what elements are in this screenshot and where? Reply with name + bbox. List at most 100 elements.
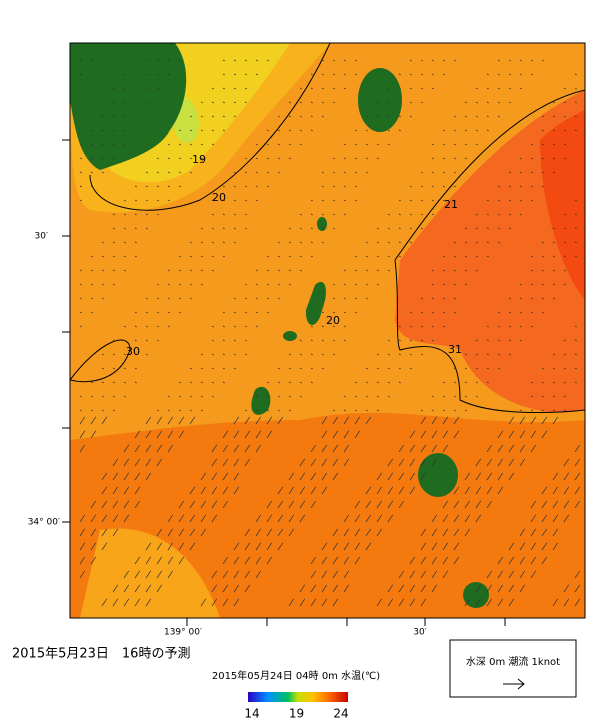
current-arrow: [255, 416, 262, 425]
current-arrow: [321, 297, 324, 300]
current-arrow: [101, 171, 104, 174]
current-arrow: [530, 311, 533, 314]
current-arrow: [101, 409, 104, 412]
current-arrow: [574, 101, 577, 104]
current-arrow: [431, 556, 438, 565]
current-arrow: [90, 129, 93, 132]
current-arrow: [255, 542, 262, 551]
current-arrow: [299, 129, 302, 132]
current-arrow: [200, 157, 203, 160]
current-arrow: [101, 353, 104, 356]
current-arrow: [277, 486, 284, 495]
current-arrow: [79, 395, 82, 398]
current-arrow: [541, 486, 548, 495]
current-arrow: [497, 101, 500, 104]
current-arrow: [222, 185, 225, 188]
current-arrow: [266, 542, 273, 551]
current-arrow: [178, 311, 181, 314]
current-arrow: [321, 73, 324, 76]
current-arrow: [365, 283, 368, 286]
current-arrow: [321, 584, 328, 593]
current-arrow: [409, 458, 416, 467]
current-arrow: [134, 500, 141, 509]
current-arrow: [178, 528, 185, 537]
current-arrow: [431, 528, 438, 537]
current-arrow: [310, 255, 313, 258]
current-arrow: [156, 59, 159, 62]
current-arrow: [101, 157, 104, 160]
current-arrow: [178, 514, 185, 523]
current-arrow: [244, 542, 251, 551]
current-arrow: [255, 444, 262, 453]
current-arrow: [453, 185, 456, 188]
current-arrow: [508, 570, 515, 579]
current-arrow: [255, 59, 258, 62]
current-arrow: [145, 598, 152, 607]
current-arrow: [233, 416, 240, 425]
current-arrow: [431, 542, 438, 551]
current-arrow: [321, 444, 328, 453]
current-arrow: [321, 115, 324, 118]
current-arrow: [90, 500, 97, 509]
current-arrow: [167, 528, 174, 537]
current-arrow: [288, 528, 295, 537]
current-arrow: [398, 241, 401, 244]
current-arrow: [409, 598, 416, 607]
current-arrow: [79, 283, 82, 286]
current-arrow: [255, 73, 258, 76]
current-arrow: [101, 241, 104, 244]
current-arrow: [244, 430, 251, 439]
current-arrow: [508, 171, 511, 174]
current-arrow: [321, 598, 328, 607]
current-arrow: [244, 528, 251, 537]
current-arrow: [189, 269, 192, 272]
current-arrow: [552, 297, 555, 300]
current-arrow: [266, 255, 269, 258]
current-arrow: [222, 199, 225, 202]
current-arrow: [332, 472, 339, 481]
current-arrow: [288, 129, 291, 132]
current-arrow: [453, 59, 456, 62]
current-arrow: [310, 584, 317, 593]
current-arrow: [497, 444, 504, 453]
current-arrow: [321, 570, 328, 579]
current-arrow: [464, 367, 467, 370]
current-arrow: [233, 325, 236, 328]
current-arrow: [211, 472, 218, 481]
current-arrow: [552, 500, 559, 509]
current-arrow: [519, 157, 522, 160]
current-arrow: [266, 416, 273, 425]
current-arrow: [431, 395, 434, 398]
current-arrow: [233, 458, 240, 467]
current-arrow: [409, 199, 412, 202]
current-arrow: [233, 241, 236, 244]
current-arrow: [200, 500, 207, 509]
current-arrow: [255, 297, 258, 300]
current-arrow: [123, 143, 126, 146]
current-arrow: [486, 500, 493, 509]
current-arrow: [332, 416, 339, 425]
current-arrow: [288, 241, 291, 244]
current-arrow: [233, 115, 236, 118]
current-arrow: [310, 241, 313, 244]
current-arrow: [387, 458, 394, 467]
current-arrow: [464, 101, 467, 104]
current-arrow: [123, 353, 126, 356]
current-arrow: [431, 430, 438, 439]
current-arrow: [453, 129, 456, 132]
current-arrow: [343, 570, 350, 579]
current-arrow: [475, 598, 482, 607]
current-arrow: [398, 325, 401, 328]
current-arrow: [343, 87, 346, 90]
current-arrow: [178, 381, 181, 384]
current-arrow: [134, 367, 137, 370]
current-arrow: [376, 409, 379, 412]
current-arrow: [123, 213, 126, 216]
current-arrow: [123, 395, 126, 398]
current-arrow: [101, 129, 104, 132]
colorbar: [248, 692, 348, 702]
current-arrow: [508, 472, 515, 481]
current-arrow: [442, 556, 449, 565]
current-arrow: [420, 444, 427, 453]
current-arrow: [134, 430, 141, 439]
